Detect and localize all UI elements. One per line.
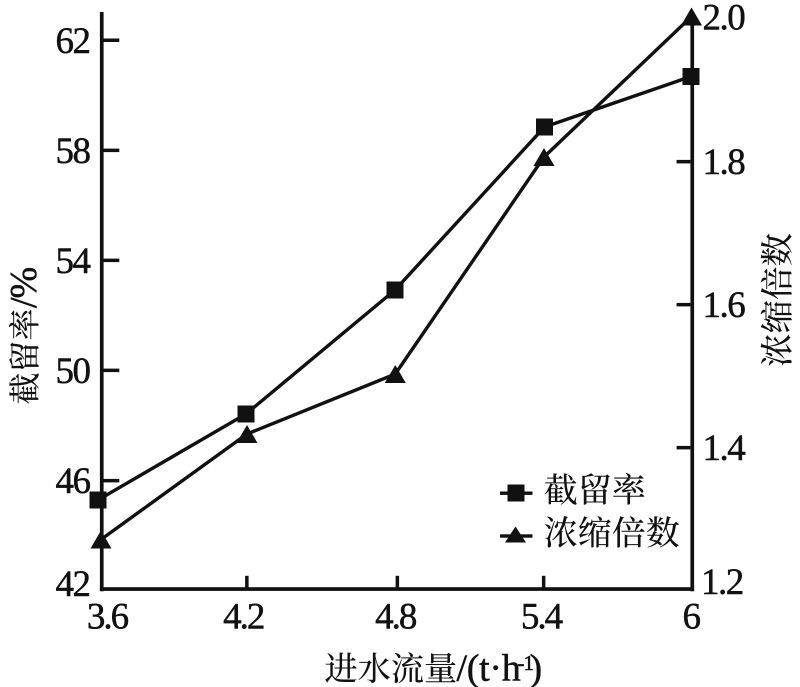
svg-text:42: 42 (56, 564, 90, 605)
svg-text:1.4: 1.4 (703, 428, 746, 469)
svg-text:5.4: 5.4 (521, 597, 563, 638)
svg-text:62: 62 (56, 21, 90, 62)
svg-text:54: 54 (56, 241, 91, 282)
svg-text:-1: -1 (518, 651, 534, 675)
svg-text:3.6: 3.6 (87, 597, 129, 638)
svg-text:/(t·h: /(t·h (457, 647, 521, 687)
svg-text:46: 46 (56, 461, 91, 502)
svg-text:/%: /% (3, 267, 45, 308)
svg-text:1.2: 1.2 (701, 562, 743, 603)
svg-text:50: 50 (56, 351, 91, 392)
svg-text:2.0: 2.0 (703, 0, 746, 39)
svg-text:58: 58 (56, 131, 91, 172)
svg-text:4.8: 4.8 (375, 597, 417, 638)
svg-text:1.8: 1.8 (703, 142, 746, 183)
svg-text:): ) (530, 647, 543, 687)
svg-text:6: 6 (683, 597, 701, 638)
svg-text:4.2: 4.2 (223, 597, 264, 638)
svg-text:1.6: 1.6 (703, 285, 746, 326)
